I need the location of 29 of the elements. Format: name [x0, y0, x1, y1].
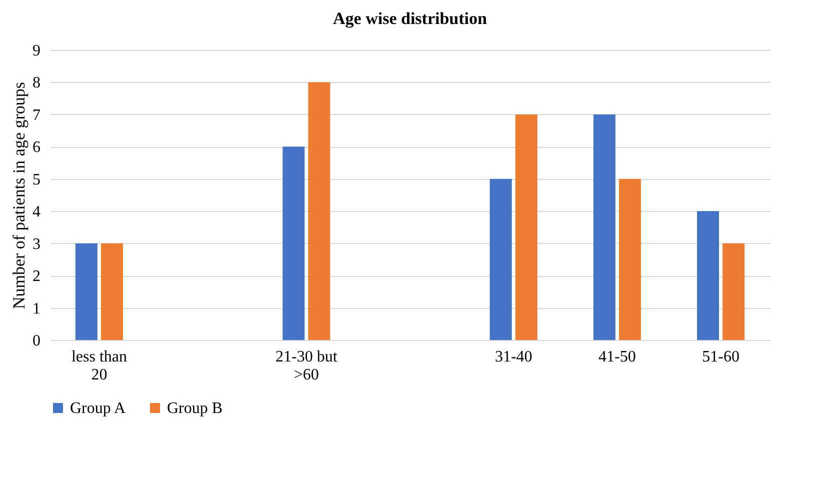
bar [618, 178, 641, 340]
x-tick-label: 31-40 [494, 348, 532, 366]
y-tick-label: 4 [32, 204, 40, 221]
bar [308, 82, 330, 340]
legend-label: Group A [70, 400, 126, 417]
y-tick-label: 1 [32, 300, 40, 318]
bar [490, 178, 512, 340]
x-tick-label: 41-50 [598, 348, 636, 366]
bar [75, 243, 98, 340]
bar [100, 243, 123, 340]
x-tick-label: 51-60 [702, 348, 740, 366]
y-tick-label: 3 [32, 236, 40, 253]
y-tick-label: 9 [32, 42, 40, 60]
y-tick-label: 7 [32, 106, 40, 124]
bar [697, 211, 720, 340]
bar [593, 114, 616, 340]
y-tick-label: 5 [32, 171, 40, 188]
y-axis-title: Number of patients in age groups [10, 82, 28, 310]
y-tick-label: 8 [32, 74, 40, 92]
chart-title: Age wise distribution [333, 9, 488, 28]
x-tick-label: less than 20 [71, 348, 127, 384]
y-tick-label: 2 [32, 268, 40, 286]
x-tick-label: 21-30 but >60 [276, 348, 338, 384]
y-tick-label: 6 [32, 139, 40, 156]
bar [282, 146, 305, 340]
bar [722, 243, 745, 340]
bar [515, 114, 538, 340]
legend-label: Group B [167, 400, 223, 417]
y-tick-label: 0 [32, 332, 40, 350]
